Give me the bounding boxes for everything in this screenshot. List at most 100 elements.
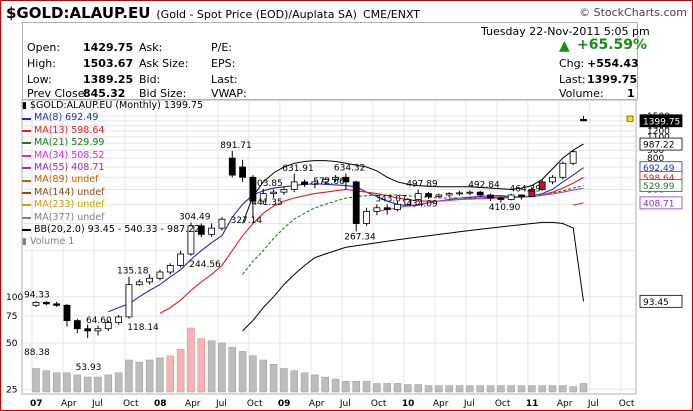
price-marker-box — [639, 114, 683, 128]
price-annotations: 94.33 88.38 64.60 53.93 135.18 118.14 304.49 24… — [24, 141, 541, 373]
pe-label: P/E: — [211, 41, 232, 54]
high-value: 1503.67 — [83, 57, 134, 70]
volume-bar — [455, 385, 464, 393]
volume-bar — [42, 370, 51, 393]
price-annotation: 267.34 — [344, 233, 376, 243]
stockcharts-logo[interactable]: © StockCharts.com — [579, 6, 687, 19]
volume-bar — [73, 374, 82, 393]
volume-bar — [538, 385, 546, 393]
candle-body — [518, 194, 525, 197]
candlestick-icon: ▮ — [22, 101, 27, 111]
candle-body — [507, 194, 515, 200]
volume-bars — [32, 327, 588, 393]
candle-body — [94, 328, 102, 332]
volume-bar — [104, 374, 113, 393]
price-annotation: 135.18 — [117, 267, 149, 277]
candle-body — [435, 194, 443, 197]
last-value: 1399.75 — [587, 73, 638, 86]
price-marker-label: 408.71 — [643, 199, 675, 209]
volume-bar — [166, 355, 175, 393]
change-percent: +65.59% — [577, 37, 648, 53]
candle-body — [104, 322, 112, 330]
candle-body — [352, 181, 360, 224]
price-marker-box — [639, 137, 683, 151]
candle-body — [197, 225, 205, 235]
volume-label: Volume: — [559, 87, 604, 100]
x-tick-label: 09 — [278, 399, 291, 409]
price-annotation: 634.32 — [334, 164, 366, 174]
plot-area — [21, 99, 637, 395]
legend-item: MA(233) undef — [22, 199, 203, 211]
candle-body — [156, 271, 164, 279]
line-swatch-icon — [22, 117, 31, 120]
candle-body — [259, 193, 267, 202]
candle-body — [42, 301, 50, 305]
high-label: High: — [27, 57, 56, 70]
x-tick-label: Apr — [61, 399, 77, 409]
x-tick-label: Jul — [463, 399, 475, 409]
price-annotation: 343.07 — [375, 194, 407, 204]
volume-bar — [228, 346, 237, 393]
legend-item: MA(144) undef — [22, 187, 203, 199]
x-axis: 07 Apr Jul Oct 08 Apr Jul Oct 09 Apr Jul Oct 10 Apr Ju… — [30, 399, 635, 409]
price-marker-label: 598.64 — [643, 174, 675, 184]
x-tick-label: Oct — [247, 399, 263, 409]
ask-size-label: Ask Size: — [139, 57, 189, 70]
legend-label: $GOLD:ALAUP.EU (Monthly) 1399.75 — [29, 100, 204, 111]
candle-body — [487, 194, 494, 199]
price-annotation: 464.29 — [510, 184, 542, 194]
volume-bar — [362, 381, 371, 393]
volume-bar — [187, 327, 195, 393]
volume-bar — [238, 351, 247, 393]
volume-bar — [497, 385, 505, 393]
x-tick-label: 10 — [402, 399, 415, 409]
x-tick-label: Jul — [215, 399, 227, 409]
candle-body — [528, 189, 536, 197]
candle-body — [569, 151, 577, 164]
candle-body — [559, 162, 567, 178]
y-tick-label: 1200 — [647, 127, 670, 137]
line-swatch-icon — [22, 229, 31, 232]
price-annotation: 53.93 — [76, 363, 102, 373]
prev-close-value: 845.32 — [83, 87, 126, 100]
x-tick-label: Jul — [339, 399, 351, 409]
candle-body — [425, 193, 432, 197]
price-annotation: 118.14 — [127, 323, 159, 333]
ma55-line — [573, 202, 584, 206]
x-tick-label: Oct — [495, 399, 511, 409]
price-annotation: 497.89 — [406, 180, 438, 190]
candle-body — [373, 207, 381, 212]
volume-bar — [579, 383, 588, 393]
legend-label: MA(89) undef — [34, 174, 99, 186]
volume-value: 1 — [627, 87, 635, 100]
ask-label: Ask: — [139, 41, 163, 54]
volume-bar — [445, 385, 453, 393]
volume-bar — [218, 342, 226, 393]
legend-label: MA(21) 529.99 — [34, 137, 105, 149]
volume-bar — [486, 385, 495, 393]
legend-label: MA(377) undef — [34, 211, 105, 223]
y-tick-label: 900 — [647, 146, 664, 156]
candle-body — [332, 176, 339, 180]
candle-body — [538, 181, 546, 190]
open-label: Open: — [27, 41, 61, 54]
bollinger-bands — [242, 143, 584, 332]
last-label: Last: — [559, 73, 586, 86]
volume-bar — [156, 357, 164, 393]
price-marker-label: 692.49 — [643, 164, 675, 174]
candle-body — [146, 277, 154, 283]
chg-label: Chg: — [559, 57, 585, 70]
volume-bar — [83, 376, 92, 393]
eps-label: EPS: — [211, 57, 236, 70]
candle-body — [63, 304, 71, 321]
volume-bar — [342, 381, 350, 393]
line-swatch-icon — [22, 167, 31, 170]
x-tick-label: 07 — [30, 399, 43, 409]
low-value: 1389.25 — [83, 73, 134, 86]
volume-bar — [259, 359, 268, 393]
volume-bar — [393, 383, 402, 393]
volume-bar — [517, 385, 526, 393]
candle-body — [115, 316, 123, 323]
